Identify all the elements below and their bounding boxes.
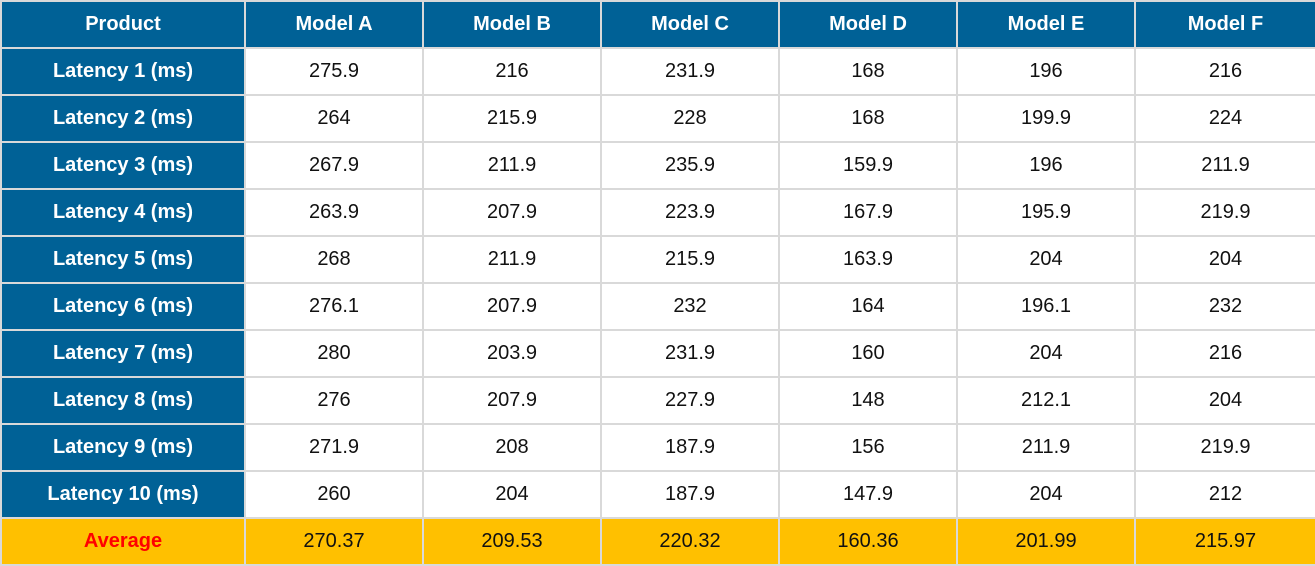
table-cell: 267.9 — [244, 141, 424, 190]
table-body: Latency 1 (ms) 275.9 216 231.9 168 196 216 Late… — [0, 47, 1315, 519]
table-cell: 216 — [422, 47, 602, 96]
table-cell: 211.9 — [422, 141, 602, 190]
table-cell: 268 — [244, 235, 424, 284]
table-cell: 168 — [778, 94, 958, 143]
row-label: Latency 4 (ms) — [0, 188, 246, 237]
table-cell: 228 — [600, 94, 780, 143]
table-cell: 276 — [244, 376, 424, 425]
table-cell: 215.9 — [422, 94, 602, 143]
row-label: Latency 2 (ms) — [0, 94, 246, 143]
table-cell: 227.9 — [600, 376, 780, 425]
table-cell: 168 — [778, 47, 958, 96]
table-cell: 204 — [422, 470, 602, 519]
table-cell: 231.9 — [600, 329, 780, 378]
table-cell: 195.9 — [956, 188, 1136, 237]
table-cell: 164 — [778, 282, 958, 331]
table-cell: 263.9 — [244, 188, 424, 237]
table-row: Latency 3 (ms) 267.9 211.9 235.9 159.9 196 211… — [0, 141, 1315, 190]
table-cell: 212 — [1134, 470, 1315, 519]
table-row: Latency 6 (ms) 276.1 207.9 232 164 196.1 232 — [0, 282, 1315, 331]
table-cell: 204 — [1134, 235, 1315, 284]
average-cell: 209.53 — [422, 517, 602, 566]
average-cell: 201.99 — [956, 517, 1136, 566]
table-cell: 163.9 — [778, 235, 958, 284]
table-cell: 207.9 — [422, 282, 602, 331]
row-label: Latency 6 (ms) — [0, 282, 246, 331]
table-row: Latency 1 (ms) 275.9 216 231.9 168 196 216 — [0, 47, 1315, 96]
table-cell: 264 — [244, 94, 424, 143]
header-model-e: Model E — [956, 0, 1136, 49]
table-cell: 203.9 — [422, 329, 602, 378]
table-cell: 156 — [778, 423, 958, 472]
table-cell: 196 — [956, 47, 1136, 96]
table-cell: 160 — [778, 329, 958, 378]
table-cell: 216 — [1134, 329, 1315, 378]
table-cell: 207.9 — [422, 376, 602, 425]
table-row: Latency 5 (ms) 268 211.9 215.9 163.9 204 204 — [0, 235, 1315, 284]
table-cell: 204 — [1134, 376, 1315, 425]
table-cell: 231.9 — [600, 47, 780, 96]
table-cell: 275.9 — [244, 47, 424, 96]
table-cell: 204 — [956, 470, 1136, 519]
table-cell: 147.9 — [778, 470, 958, 519]
table-row: Latency 10 (ms) 260 204 187.9 147.9 204 212 — [0, 470, 1315, 519]
average-label: Average — [0, 517, 246, 566]
table-row: Latency 2 (ms) 264 215.9 228 168 199.9 224 — [0, 94, 1315, 143]
average-row: Average 270.37 209.53 220.32 160.36 201.… — [0, 517, 1315, 566]
table-cell: 204 — [956, 329, 1136, 378]
table-cell: 235.9 — [600, 141, 780, 190]
table-cell: 271.9 — [244, 423, 424, 472]
row-label: Latency 1 (ms) — [0, 47, 246, 96]
table-cell: 148 — [778, 376, 958, 425]
table-cell: 199.9 — [956, 94, 1136, 143]
table-row: Latency 8 (ms) 276 207.9 227.9 148 212.1 204 — [0, 376, 1315, 425]
average-cell: 270.37 — [244, 517, 424, 566]
table-cell: 207.9 — [422, 188, 602, 237]
table-cell: 187.9 — [600, 470, 780, 519]
table-cell: 196 — [956, 141, 1136, 190]
header-model-a: Model A — [244, 0, 424, 49]
average-cell: 220.32 — [600, 517, 780, 566]
header-model-b: Model B — [422, 0, 602, 49]
table-cell: 223.9 — [600, 188, 780, 237]
table-row: Latency 7 (ms) 280 203.9 231.9 160 204 216 — [0, 329, 1315, 378]
average-cell: 215.97 — [1134, 517, 1315, 566]
table-row: Latency 4 (ms) 263.9 207.9 223.9 167.9 195.9 2… — [0, 188, 1315, 237]
row-label: Latency 9 (ms) — [0, 423, 246, 472]
table-cell: 280 — [244, 329, 424, 378]
table-cell: 211.9 — [1134, 141, 1315, 190]
table-cell: 208 — [422, 423, 602, 472]
table-cell: 187.9 — [600, 423, 780, 472]
table-cell: 219.9 — [1134, 188, 1315, 237]
table-cell: 224 — [1134, 94, 1315, 143]
table-cell: 260 — [244, 470, 424, 519]
average-cell: 160.36 — [778, 517, 958, 566]
header-model-f: Model F — [1134, 0, 1315, 49]
row-label: Latency 10 (ms) — [0, 470, 246, 519]
table-cell: 232 — [1134, 282, 1315, 331]
header-row: Product Model A Model B Model C Model D … — [0, 0, 1315, 49]
row-label: Latency 8 (ms) — [0, 376, 246, 425]
table-cell: 167.9 — [778, 188, 958, 237]
table-cell: 232 — [600, 282, 780, 331]
table-cell: 196.1 — [956, 282, 1136, 331]
table-cell: 276.1 — [244, 282, 424, 331]
table-cell: 219.9 — [1134, 423, 1315, 472]
table-cell: 211.9 — [956, 423, 1136, 472]
header-model-d: Model D — [778, 0, 958, 49]
table-cell: 215.9 — [600, 235, 780, 284]
table-cell: 211.9 — [422, 235, 602, 284]
header-product: Product — [0, 0, 246, 49]
table-cell: 212.1 — [956, 376, 1136, 425]
row-label: Latency 3 (ms) — [0, 141, 246, 190]
row-label: Latency 7 (ms) — [0, 329, 246, 378]
row-label: Latency 5 (ms) — [0, 235, 246, 284]
table-row: Latency 9 (ms) 271.9 208 187.9 156 211.9 219.9 — [0, 423, 1315, 472]
header-model-c: Model C — [600, 0, 780, 49]
table-cell: 204 — [956, 235, 1136, 284]
table-cell: 159.9 — [778, 141, 958, 190]
table-cell: 216 — [1134, 47, 1315, 96]
